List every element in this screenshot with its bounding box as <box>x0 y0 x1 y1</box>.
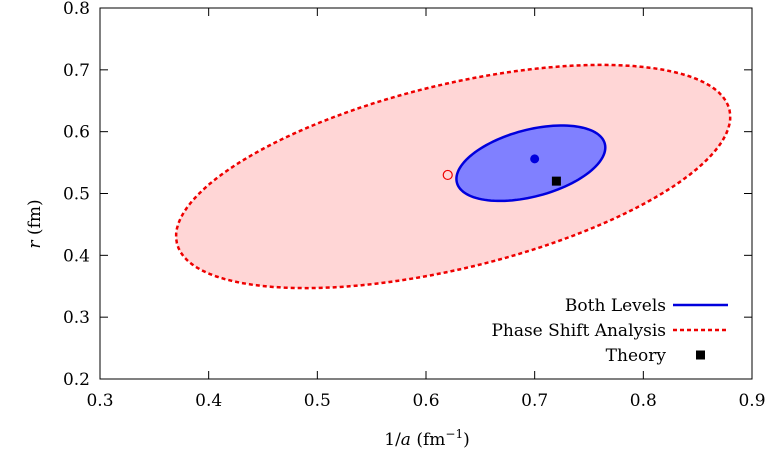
x-tick-label: 0.8 <box>630 391 657 411</box>
legend-label: Phase Shift Analysis <box>491 321 666 341</box>
ticks-layer: 0.3 0.4 0.5 0.6 0.7 0.8 0.90.20.30.40.50.60.70… <box>63 0 766 411</box>
center-point-phase-shift-analysis <box>442 169 453 181</box>
x-tick-label: 0.3 <box>86 391 113 411</box>
legend-label: Both Levels <box>565 296 666 316</box>
x-tick-label: 0.4 <box>195 391 222 411</box>
legend-label: Theory <box>606 346 667 366</box>
legend-layer: Both Levels Phase Shift Analysis Theory <box>491 296 728 366</box>
x-tick-label: 0.9 <box>738 391 765 411</box>
plot-layer <box>174 63 732 290</box>
ellipse-phase-shift-analysis <box>174 63 732 290</box>
y-tick-label: 0.6 <box>63 123 90 143</box>
center-point-both-levels <box>530 154 540 164</box>
x-tick-label: 0.5 <box>304 391 331 411</box>
legend-symbol <box>696 350 705 360</box>
y-tick-label: 0.2 <box>63 370 90 390</box>
y-tick-label: 0.8 <box>63 0 90 19</box>
x-tick-label: 0.7 <box>521 391 548 411</box>
x-axis-label: 1/a (fm−1) <box>384 427 469 450</box>
y-tick-label: 0.3 <box>63 308 90 328</box>
y-tick-label: 0.4 <box>63 246 90 266</box>
ellipse-both-levels <box>455 124 607 203</box>
point-theory <box>551 176 561 186</box>
x-tick-label: 0.6 <box>412 391 439 411</box>
y-tick-label: 0.7 <box>63 61 90 81</box>
y-tick-label: 0.5 <box>63 185 90 205</box>
y-axis-label: r (fm) <box>25 199 45 248</box>
